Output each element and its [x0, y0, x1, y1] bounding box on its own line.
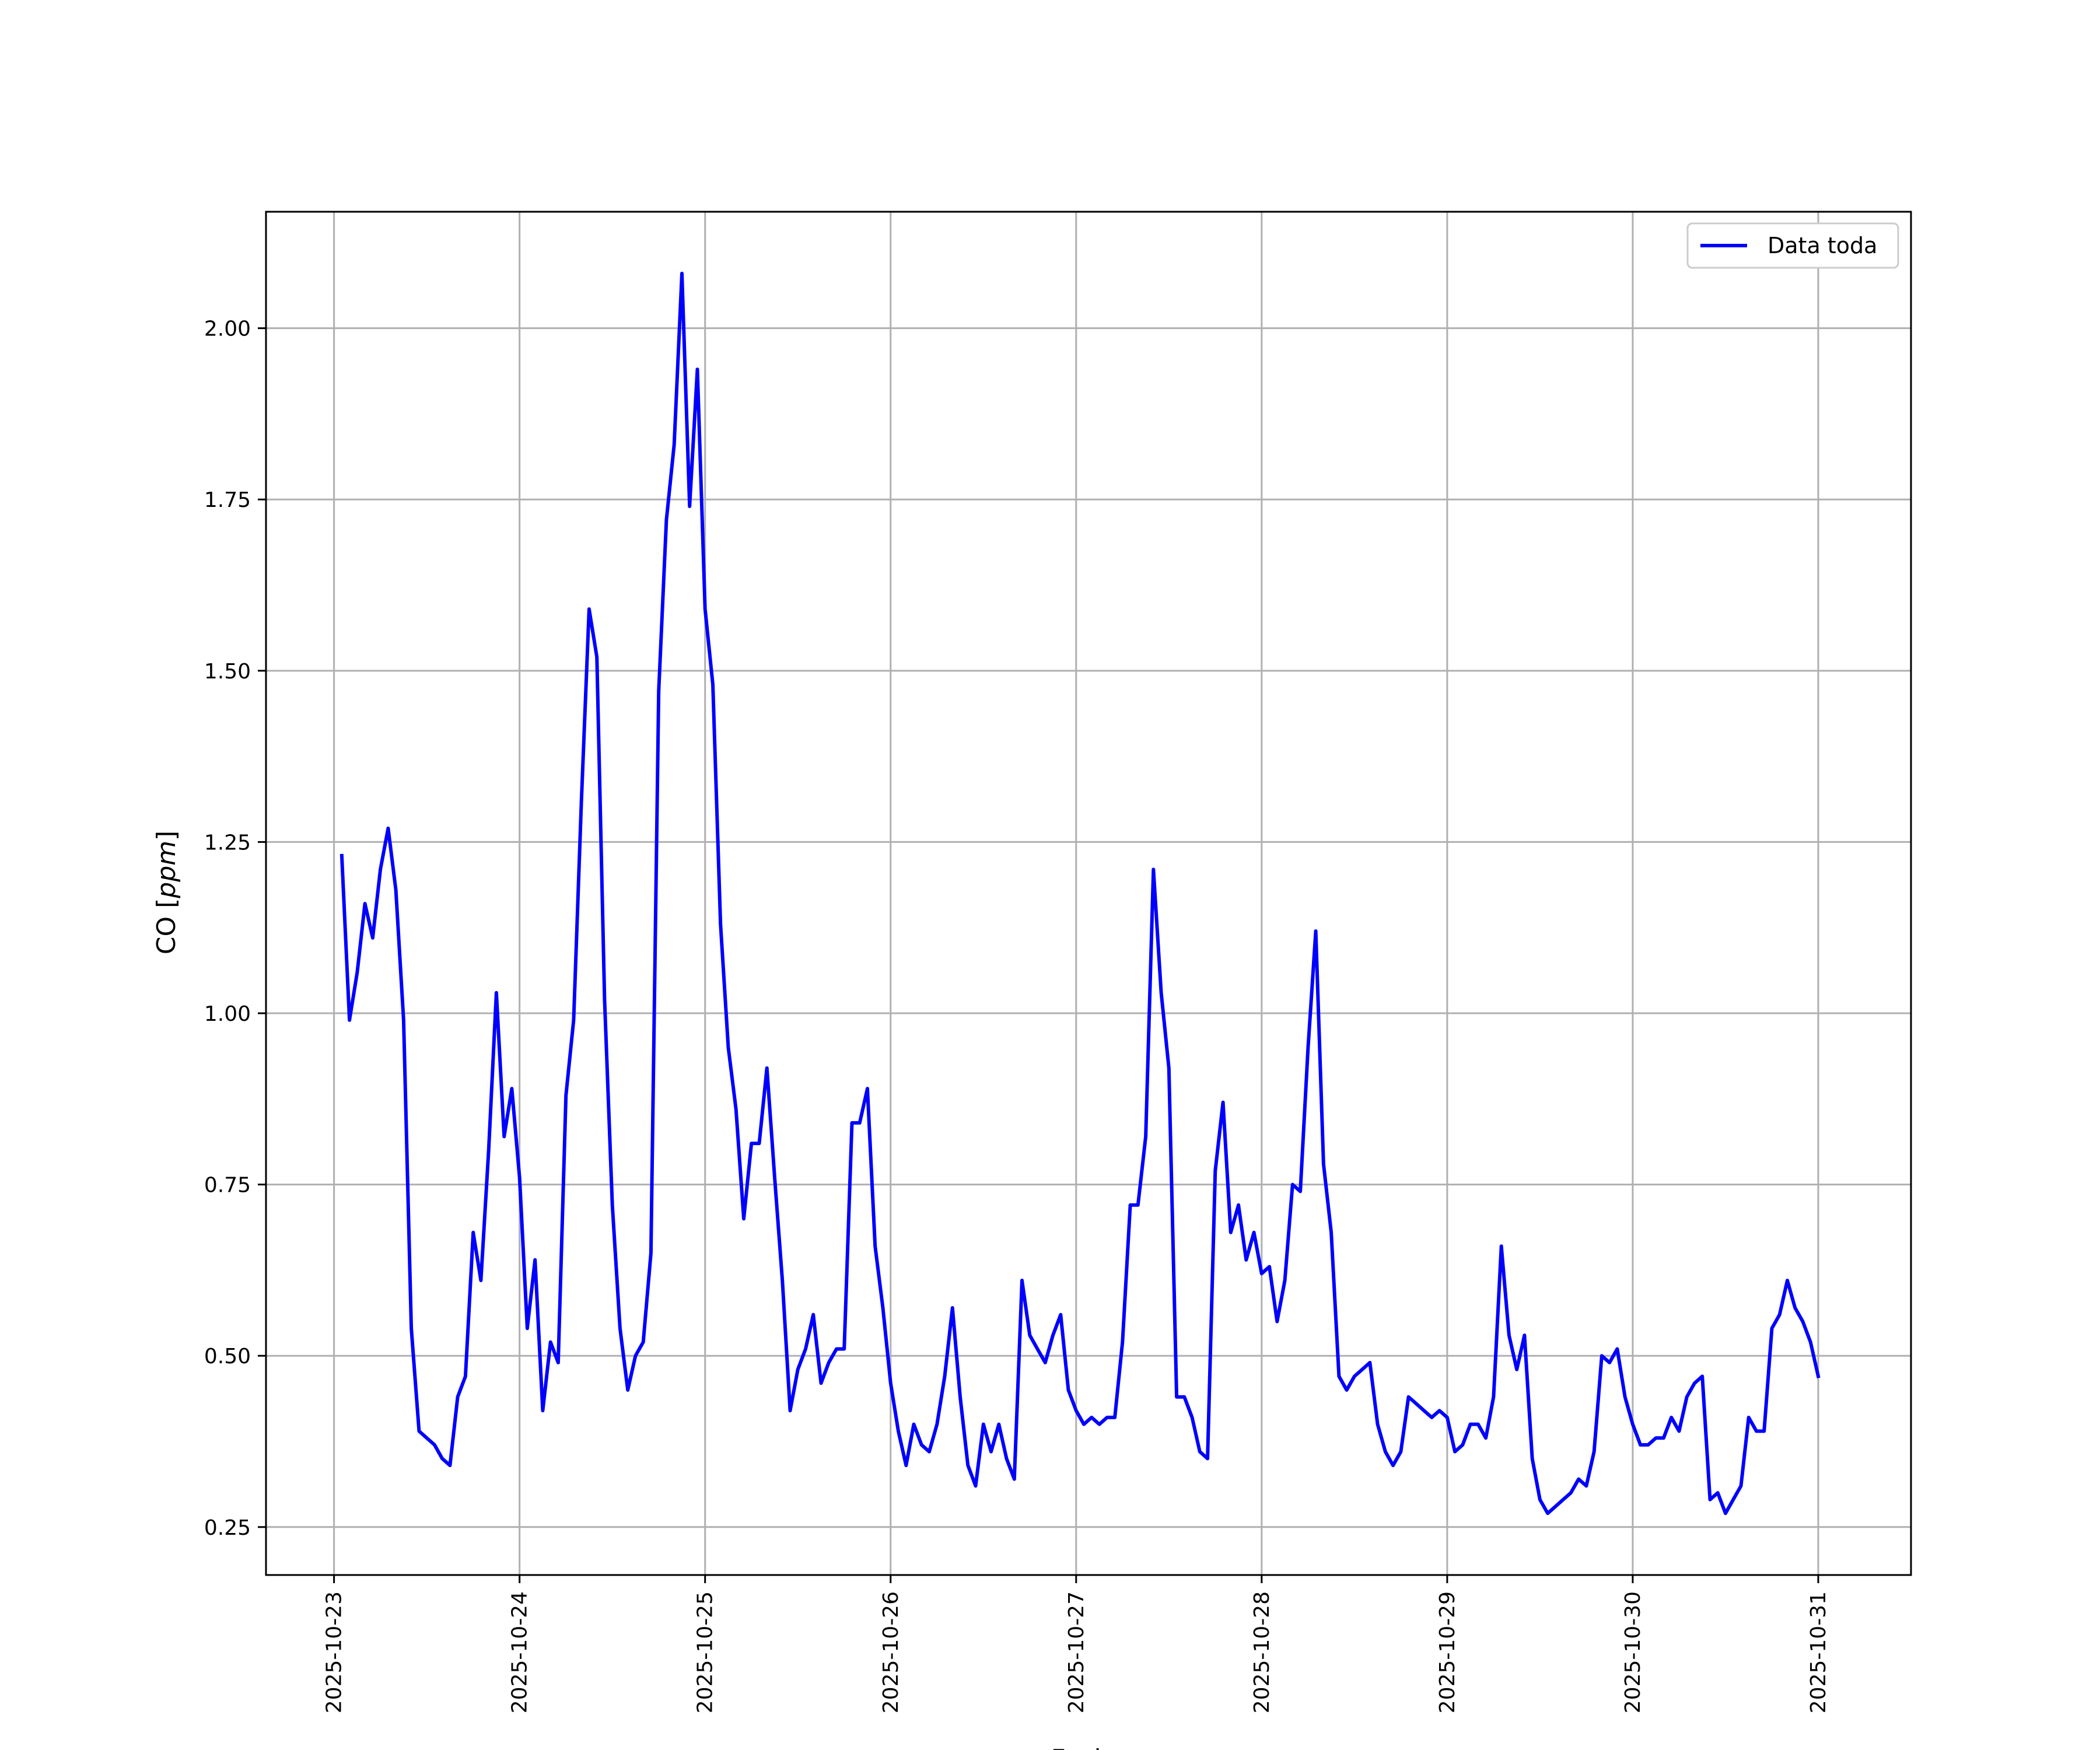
- x-tick-label: 2025-10-24: [508, 1591, 532, 1713]
- y-tick-label: 2.00: [204, 317, 251, 341]
- y-tick-label: 1.00: [204, 1002, 251, 1026]
- legend-box: [1686, 222, 1899, 269]
- x-tick-label: 2025-10-25: [694, 1591, 718, 1713]
- x-tick-label: 2025-10-27: [1065, 1591, 1088, 1713]
- series-line-data-toda: [340, 271, 1821, 1516]
- x-tick-label: 2025-10-28: [1250, 1591, 1274, 1713]
- legend: Data toda: [1686, 222, 1899, 269]
- y-tick-label: 0.25: [204, 1516, 251, 1540]
- x-tick-label: 2025-10-26: [879, 1591, 903, 1713]
- y-tick-label: 1.50: [204, 660, 251, 684]
- x-tick-label: 2025-10-29: [1436, 1591, 1460, 1713]
- y-axis-title: CO [ppm]: [152, 831, 181, 954]
- x-axis: 2025-10-23 2025-10-24 2025-10-25 2025-10-26…: [323, 1575, 1831, 1713]
- y-axis-title-suffix: ]: [152, 831, 181, 841]
- x-axis-title: Fecha: [1051, 1744, 1126, 1750]
- x-tick-label: 2025-10-30: [1621, 1591, 1645, 1713]
- y-tick-label: 1.25: [204, 831, 251, 855]
- y-axis-title-unit: ppm: [152, 841, 181, 899]
- y-axis-title-prefix: CO [: [152, 898, 181, 955]
- x-tick-label: 2025-10-31: [1807, 1591, 1831, 1713]
- y-tick-label: 0.50: [204, 1345, 251, 1368]
- plot-frame: [265, 211, 1912, 1576]
- y-tick-label: 1.75: [204, 488, 251, 512]
- legend-label: Data toda: [1768, 233, 1877, 258]
- x-gridlines: [333, 212, 1819, 1575]
- y-tick-label: 0.75: [204, 1174, 251, 1198]
- series-layer: [340, 271, 1821, 1516]
- x-tick-label: 2025-10-23: [323, 1591, 346, 1713]
- y-axis: 0.25 0.50 0.75 1.00 1.25 1.50 1.75 2.00: [204, 317, 266, 1540]
